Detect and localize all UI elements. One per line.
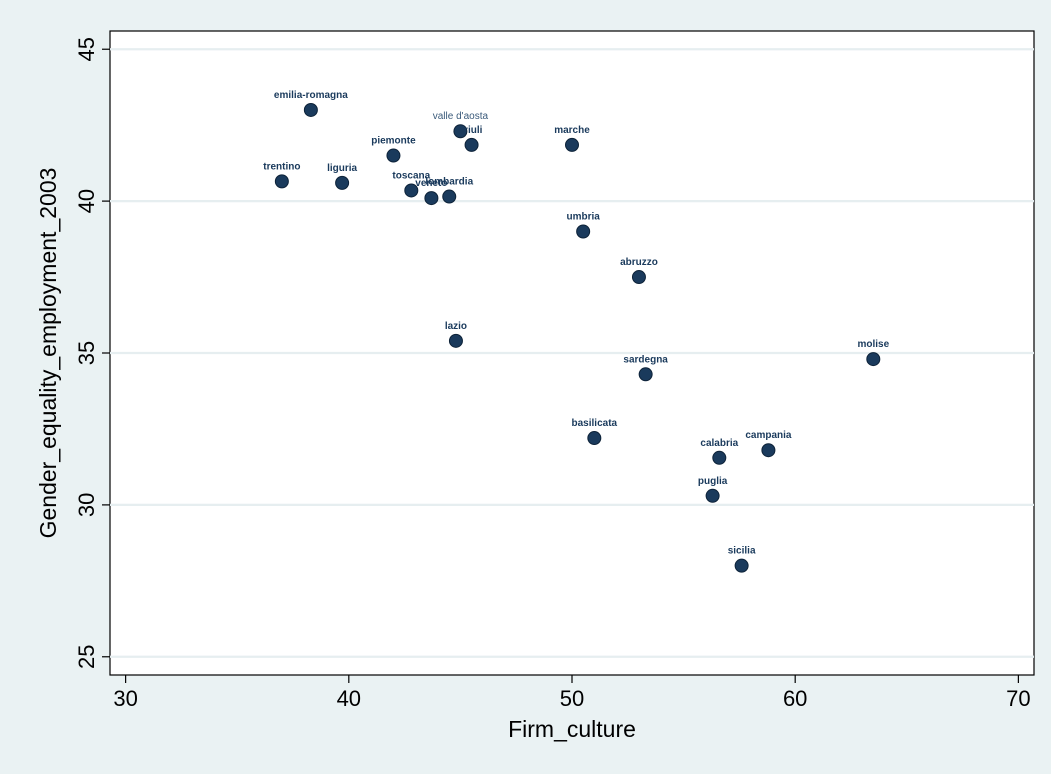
data-point-lombardia	[442, 189, 457, 204]
data-point-sardegna	[638, 367, 653, 382]
data-point-liguria	[335, 175, 350, 190]
y-tick-label: 45	[74, 37, 99, 61]
point-label: sicilia	[728, 546, 756, 557]
data-point-lazio	[448, 333, 463, 348]
y-tick-label: 35	[74, 341, 99, 365]
point-label: trentino	[263, 161, 300, 172]
point-label: toscana	[392, 170, 430, 181]
axes: 25 30 35 40 45 30 40 50 60 70	[74, 37, 1031, 711]
point-label: marche	[554, 125, 590, 136]
gridlines	[110, 48, 1034, 658]
point-label: friuli	[461, 125, 483, 136]
data-point-basilicata	[587, 431, 602, 446]
data-point-molise	[866, 352, 881, 367]
data-point-toscana	[404, 183, 419, 198]
point-label: abruzzo	[620, 257, 658, 268]
y-tick-label: 25	[74, 645, 99, 669]
y-axis-title: Gender_equality_employment_2003	[35, 168, 61, 539]
data-point-piemonte	[386, 148, 401, 163]
data-point-abruzzo	[631, 270, 646, 285]
point-label: calabria	[700, 438, 738, 449]
data-point-umbria	[576, 224, 591, 239]
data-point-marche	[565, 137, 579, 152]
data-points	[274, 102, 881, 573]
point-label: molise	[857, 339, 889, 350]
data-point-calabria	[712, 450, 727, 465]
x-tick-label: 40	[337, 686, 361, 711]
point-label: piemonte	[371, 136, 416, 147]
data-point-trentino	[274, 174, 289, 189]
data-point-puglia	[705, 488, 720, 503]
point-label: sardegna	[623, 354, 668, 365]
y-tick-label: 40	[74, 189, 99, 213]
point-label: liguria	[327, 163, 357, 174]
point-label: lazio	[445, 321, 467, 332]
x-tick-label: 70	[1006, 686, 1030, 711]
point-label: valle d'aosta	[433, 111, 489, 122]
y-tick-label: 30	[74, 493, 99, 517]
x-tick-label: 60	[783, 686, 807, 711]
point-labels: emilia-romagna valle d'aosta friuli marche p…	[263, 90, 889, 557]
data-point-campania	[761, 443, 776, 458]
data-point-friuli	[464, 137, 479, 152]
point-label: basilicata	[572, 418, 618, 429]
point-label: lombardia	[425, 177, 473, 188]
point-label: puglia	[698, 476, 728, 487]
data-point-sicilia	[734, 558, 749, 573]
data-point-emilia-romagna	[303, 102, 318, 117]
point-label: campania	[745, 430, 792, 441]
x-axis-title: Firm_culture	[508, 716, 636, 742]
data-point-veneto	[424, 191, 439, 206]
point-label: emilia-romagna	[274, 90, 348, 101]
data-point-valle-d-aosta	[453, 124, 468, 139]
x-tick-label: 50	[560, 686, 584, 711]
x-tick-label: 30	[113, 686, 137, 711]
point-label: umbria	[566, 211, 600, 222]
point-label: veneto	[415, 178, 447, 189]
